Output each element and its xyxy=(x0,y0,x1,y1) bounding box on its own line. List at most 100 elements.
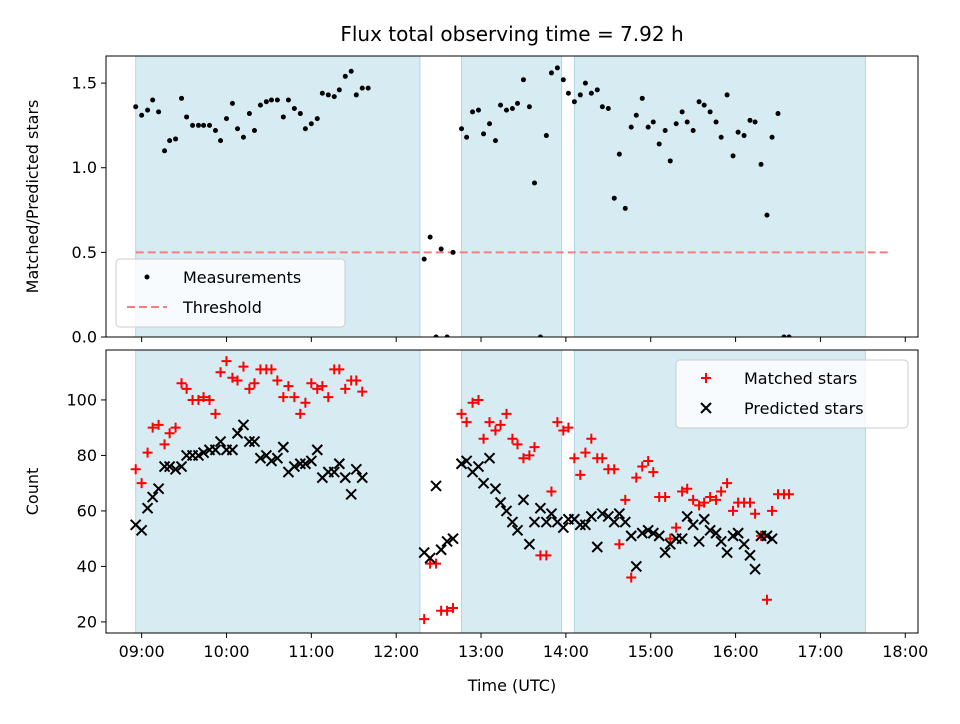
data-point-predicted xyxy=(135,524,148,537)
data-point-predicted xyxy=(721,546,733,559)
data-point-measurement xyxy=(667,158,673,164)
data-point-matched xyxy=(283,381,294,392)
data-point-measurement xyxy=(251,127,257,133)
data-point-measurement xyxy=(240,134,246,140)
data-point-predicted xyxy=(613,507,626,520)
y-tick-label: 60 xyxy=(77,501,97,520)
data-point-measurement xyxy=(173,136,179,142)
data-point-predicted xyxy=(248,435,261,448)
data-point-measurement xyxy=(764,212,770,218)
data-point-predicted xyxy=(243,435,256,448)
data-point-measurement xyxy=(475,107,481,113)
data-point-predicted xyxy=(209,444,222,456)
data-point-matched xyxy=(711,494,722,505)
data-point-predicted xyxy=(585,510,598,523)
data-point-measurement xyxy=(308,121,314,127)
data-point-matched xyxy=(272,375,283,386)
data-point-matched xyxy=(597,453,608,464)
data-point-matched xyxy=(665,533,676,544)
y-axis-label: Matched/Predicted stars xyxy=(23,100,42,294)
data-point-matched xyxy=(295,408,306,419)
data-point-predicted xyxy=(608,516,620,528)
data-point-measurement xyxy=(470,109,476,115)
data-point-predicted xyxy=(744,549,756,562)
data-point-matched xyxy=(478,433,489,444)
data-point-matched xyxy=(694,500,705,511)
data-point-predicted xyxy=(630,560,643,573)
data-point-predicted xyxy=(163,460,176,473)
data-point-predicted xyxy=(500,505,513,517)
data-point-matched xyxy=(278,392,289,403)
data-point-predicted xyxy=(477,477,490,489)
data-point-measurement xyxy=(730,153,736,159)
data-point-predicted xyxy=(687,519,699,531)
y-tick-label: 1.0 xyxy=(72,158,97,177)
data-point-measurement xyxy=(314,116,320,122)
data-point-matched xyxy=(334,364,345,375)
data-point-measurement xyxy=(622,205,628,211)
data-point-measurement xyxy=(633,112,639,118)
data-point-matched xyxy=(767,505,778,516)
data-point-measurement xyxy=(459,126,465,132)
data-point-matched xyxy=(495,419,506,430)
data-point-matched xyxy=(221,356,232,367)
legend-key-predicted xyxy=(700,402,712,414)
data-point-matched xyxy=(722,478,733,489)
data-point-measurement xyxy=(145,107,151,113)
data-point-matched xyxy=(484,417,495,428)
data-point-predicted xyxy=(710,527,722,539)
data-point-measurement xyxy=(577,92,583,98)
data-point-measurement xyxy=(498,102,504,108)
data-point-matched xyxy=(699,497,710,508)
data-point-measurement xyxy=(724,92,730,98)
data-point-predicted xyxy=(738,538,750,550)
axes-frame xyxy=(105,349,919,634)
data-point-predicted xyxy=(339,471,351,484)
data-point-matched xyxy=(501,408,512,419)
data-point-predicted xyxy=(237,419,250,431)
data-point-measurement xyxy=(662,127,668,133)
data-point-measurement xyxy=(195,122,201,128)
data-point-measurement xyxy=(257,102,263,108)
data-point-measurement xyxy=(509,105,515,111)
data-point-measurement xyxy=(503,107,509,113)
data-point-predicted xyxy=(299,458,312,470)
data-point-measurement xyxy=(526,104,532,110)
data-point-predicted xyxy=(715,535,727,548)
data-point-matched xyxy=(170,422,181,433)
y-tick-label: 20 xyxy=(77,612,97,631)
data-point-predicted xyxy=(676,532,688,545)
data-point-measurement xyxy=(747,117,753,123)
data-point-measurement xyxy=(690,127,696,133)
legend-box xyxy=(115,258,346,328)
data-point-measurement xyxy=(274,97,280,103)
data-point-measurement xyxy=(537,334,543,337)
data-point-measurement xyxy=(628,124,634,130)
chart-title: Flux total observing time = 7.92 h xyxy=(340,22,683,46)
data-point-matched xyxy=(193,394,204,405)
data-point-matched xyxy=(431,558,442,569)
data-point-matched xyxy=(210,408,221,419)
data-point-predicted xyxy=(517,494,530,506)
data-point-matched xyxy=(442,605,453,616)
data-point-measurement xyxy=(427,234,433,240)
data-point-matched xyxy=(631,472,642,483)
x-tick-label: 17:00 xyxy=(797,642,843,661)
data-point-measurement xyxy=(775,111,781,117)
legend-label: Threshold xyxy=(182,298,262,317)
data-point-measurement xyxy=(786,334,792,337)
data-point-measurement xyxy=(605,105,611,111)
data-point-measurement xyxy=(179,95,185,101)
data-point-matched xyxy=(244,383,255,394)
data-point-predicted xyxy=(596,507,609,520)
data-point-measurement xyxy=(285,97,291,103)
data-point-matched xyxy=(518,453,529,464)
data-point-matched xyxy=(626,572,637,583)
data-point-measurement xyxy=(133,104,139,110)
data-point-measurement xyxy=(223,116,229,122)
data-point-matched xyxy=(614,539,625,550)
data-point-matched xyxy=(529,442,540,453)
data-point-measurement xyxy=(342,73,348,79)
data-point-predicted xyxy=(197,446,210,459)
y-axis-label: Count xyxy=(23,468,42,516)
